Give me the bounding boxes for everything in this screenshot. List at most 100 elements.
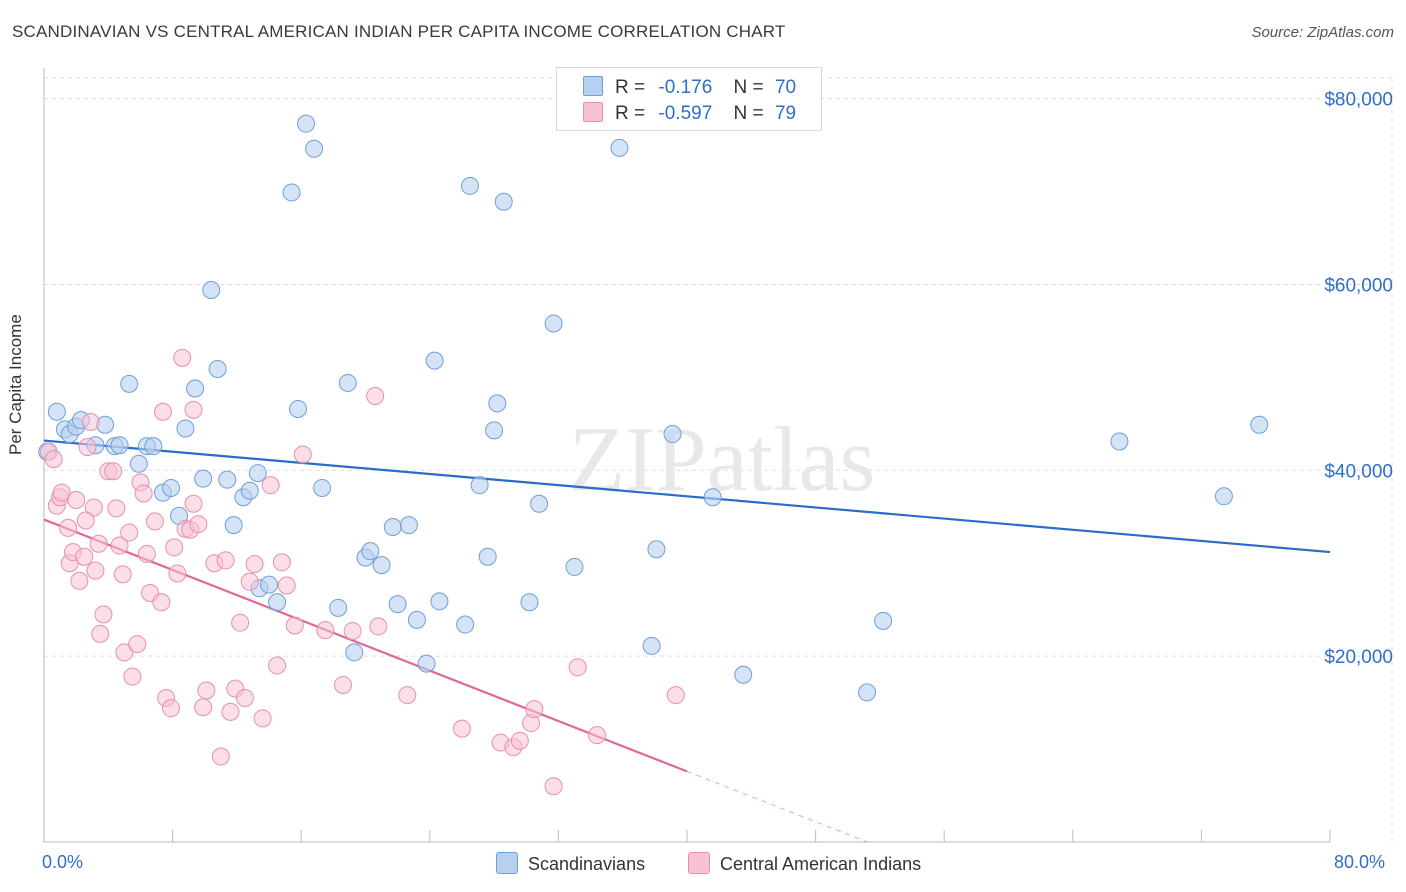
scandinavians-point — [240, 481, 259, 500]
scandinavians-point — [329, 598, 348, 617]
central-american-indians-point — [76, 511, 95, 530]
y-tick-label-3: $80,000 — [1324, 90, 1393, 111]
central-american-indians-point — [91, 624, 110, 643]
central-american-indians-point — [145, 512, 164, 531]
central-american-indians-point — [104, 462, 123, 481]
central-american-indians-point — [216, 551, 235, 570]
central-american-indians-point — [452, 719, 471, 738]
scandinavians-point — [1110, 432, 1129, 451]
scandinavians-point — [520, 593, 539, 612]
central-american-indians-point — [52, 483, 71, 502]
scandinavians-point — [642, 636, 661, 655]
scandinavians-trend-line — [43, 439, 1331, 554]
scandinavians-point — [372, 556, 391, 575]
legend-r-label-2: R = — [615, 103, 646, 124]
scandinavians-point — [874, 611, 893, 630]
scandinavians-point — [268, 593, 287, 612]
scandinavians-point — [208, 360, 227, 379]
scandinavians-point — [485, 421, 504, 440]
scandinavians-point — [407, 610, 426, 629]
scandinavians-point — [544, 314, 563, 333]
y-axis-label: Per Capita Income — [6, 314, 25, 455]
central-american-indians-point — [333, 675, 352, 694]
scandinavians-point — [260, 575, 279, 594]
scandinavians-point — [647, 540, 666, 559]
central-american-indians-point — [366, 386, 385, 405]
scandinavians-point — [470, 476, 489, 495]
central-american-indians-point — [510, 731, 529, 750]
central-american-indians-point — [161, 699, 180, 718]
legend-n-value-1: 70 — [774, 77, 797, 98]
central-american-indians-point — [221, 702, 240, 721]
scandinavians-point — [488, 394, 507, 413]
scandinavians-point — [110, 436, 129, 455]
central-american-indians-point — [197, 681, 216, 700]
central-american-indians-point — [587, 726, 606, 745]
scandinavians-point — [430, 592, 449, 611]
scandinavians-point — [288, 399, 307, 418]
bottom-legend-label-1: Scandinavians — [528, 854, 646, 874]
scandinavians-point — [858, 683, 877, 702]
scandinavians-point — [530, 494, 549, 513]
central-american-indians-point — [268, 656, 287, 675]
central-american-indians-point — [231, 613, 250, 632]
central-american-indians-point — [113, 565, 132, 584]
central-american-indians-point — [525, 700, 544, 719]
scandinavians-point — [663, 425, 682, 444]
scandinavians-point — [202, 281, 221, 300]
scandinavians-point — [218, 470, 237, 489]
central-american-indians-point — [194, 698, 213, 717]
legend-n-value-2: 79 — [774, 103, 797, 124]
central-american-indians-point — [107, 499, 126, 518]
central-american-indians-point — [84, 498, 103, 517]
scandinavians-point — [176, 419, 195, 438]
blue-swatch — [583, 76, 603, 96]
y-tick-label-1: $40,000 — [1324, 461, 1393, 482]
legend-row-central-american-indians: R = -0.597 N = 79 — [583, 102, 796, 125]
y-tick-label-0: $20,000 — [1324, 647, 1393, 668]
scandinavians-point — [1214, 487, 1233, 506]
central-american-indians-point — [184, 400, 203, 419]
scandinavians-point — [297, 114, 316, 133]
scandinavians-point — [361, 542, 380, 561]
central-american-indians-point — [115, 643, 134, 662]
central-american-indians-point — [110, 536, 129, 555]
scandinavians-point — [313, 478, 332, 497]
central-american-indians-point — [137, 544, 156, 563]
scandinavians-point — [610, 138, 629, 157]
central-american-indians-point — [70, 571, 89, 590]
watermark: ZIPatlas — [569, 408, 876, 510]
scandinavians-point — [129, 454, 148, 473]
scandinavians-point — [282, 183, 301, 202]
scandinavians-point — [460, 176, 479, 195]
central-american-indians-point — [94, 605, 113, 624]
scandinavians-point — [345, 643, 364, 662]
central-american-indians-point — [253, 709, 272, 728]
legend-n-label-1: N = — [733, 77, 764, 98]
central-american-indians-point — [277, 576, 296, 595]
scandinavians-point — [703, 488, 722, 507]
x-tick-max: 80.0% — [1334, 852, 1386, 872]
scandinavians-point — [388, 595, 407, 614]
central-american-indians-point — [398, 686, 417, 705]
central-american-indians-point — [245, 555, 264, 574]
scandinavians-points — [38, 114, 1269, 702]
central-american-indians-point — [189, 515, 208, 534]
scandinavians-point — [383, 517, 402, 536]
central-american-indians-point — [240, 572, 259, 591]
central-american-indians-point — [369, 617, 388, 636]
central-american-indians-point — [75, 547, 94, 566]
scandinavians-point — [478, 547, 497, 566]
bottom-legend-central-american-indians: Central American Indians — [688, 852, 921, 875]
central-american-indians-point — [44, 450, 63, 469]
central-american-indians-point — [67, 491, 86, 510]
central-american-indians-point — [89, 534, 108, 553]
scandinavians-point — [338, 373, 357, 392]
central-american-indians-point — [78, 438, 97, 457]
scandinavians-point — [305, 139, 324, 158]
central-american-indians-point — [285, 616, 304, 635]
central-american-indians-point — [173, 348, 192, 367]
central-american-indians-point — [134, 484, 153, 503]
legend-row-scandinavians: R = -0.176 N = 70 — [583, 76, 796, 99]
scandinavians-point — [417, 654, 436, 673]
